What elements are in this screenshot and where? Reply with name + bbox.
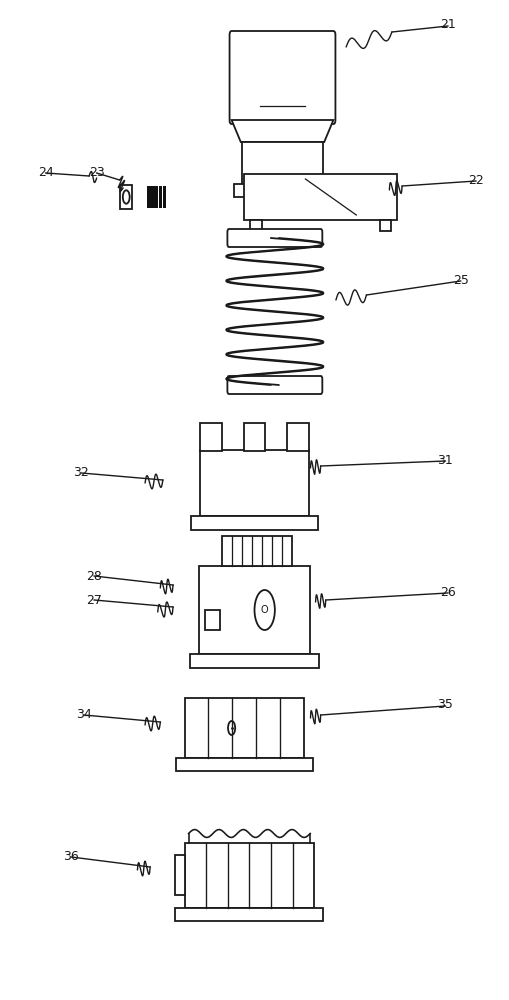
Text: 32: 32 [74,466,89,480]
Text: 36: 36 [64,850,79,863]
Bar [205,610,220,630]
Bar [151,186,155,208]
Bar [148,186,151,208]
Circle shape [123,190,130,204]
Bar [190,654,319,668]
Bar [244,174,397,220]
Text: 28: 28 [86,570,102,582]
Bar [235,184,330,197]
Bar [155,186,158,208]
Bar [242,142,323,184]
Bar [244,422,266,450]
Bar [380,220,391,231]
FancyBboxPatch shape [230,31,335,124]
Bar [159,186,162,208]
Text: 26: 26 [440,585,456,598]
Bar [184,698,304,758]
Bar [184,842,314,908]
Text: 35: 35 [437,698,454,712]
Bar [200,450,309,516]
Polygon shape [232,120,333,142]
FancyBboxPatch shape [228,376,322,394]
Text: 24: 24 [38,166,53,180]
Circle shape [254,590,275,630]
Bar [222,536,292,566]
Text: 22: 22 [468,174,484,186]
Text: 23: 23 [89,166,104,180]
Text: 31: 31 [438,454,453,466]
Circle shape [228,721,235,735]
Bar [200,422,221,450]
Text: 21: 21 [440,18,456,31]
FancyBboxPatch shape [228,229,322,247]
Bar [120,185,132,209]
Bar [175,855,184,895]
Bar [250,220,262,231]
Text: O: O [261,605,268,615]
Bar [176,908,323,920]
Text: 27: 27 [86,593,102,606]
Bar [199,566,310,654]
Bar [287,422,309,450]
Text: 25: 25 [453,273,469,286]
Bar [191,516,318,529]
Bar [176,758,313,771]
Text: 34: 34 [76,708,92,722]
Bar [163,186,166,208]
